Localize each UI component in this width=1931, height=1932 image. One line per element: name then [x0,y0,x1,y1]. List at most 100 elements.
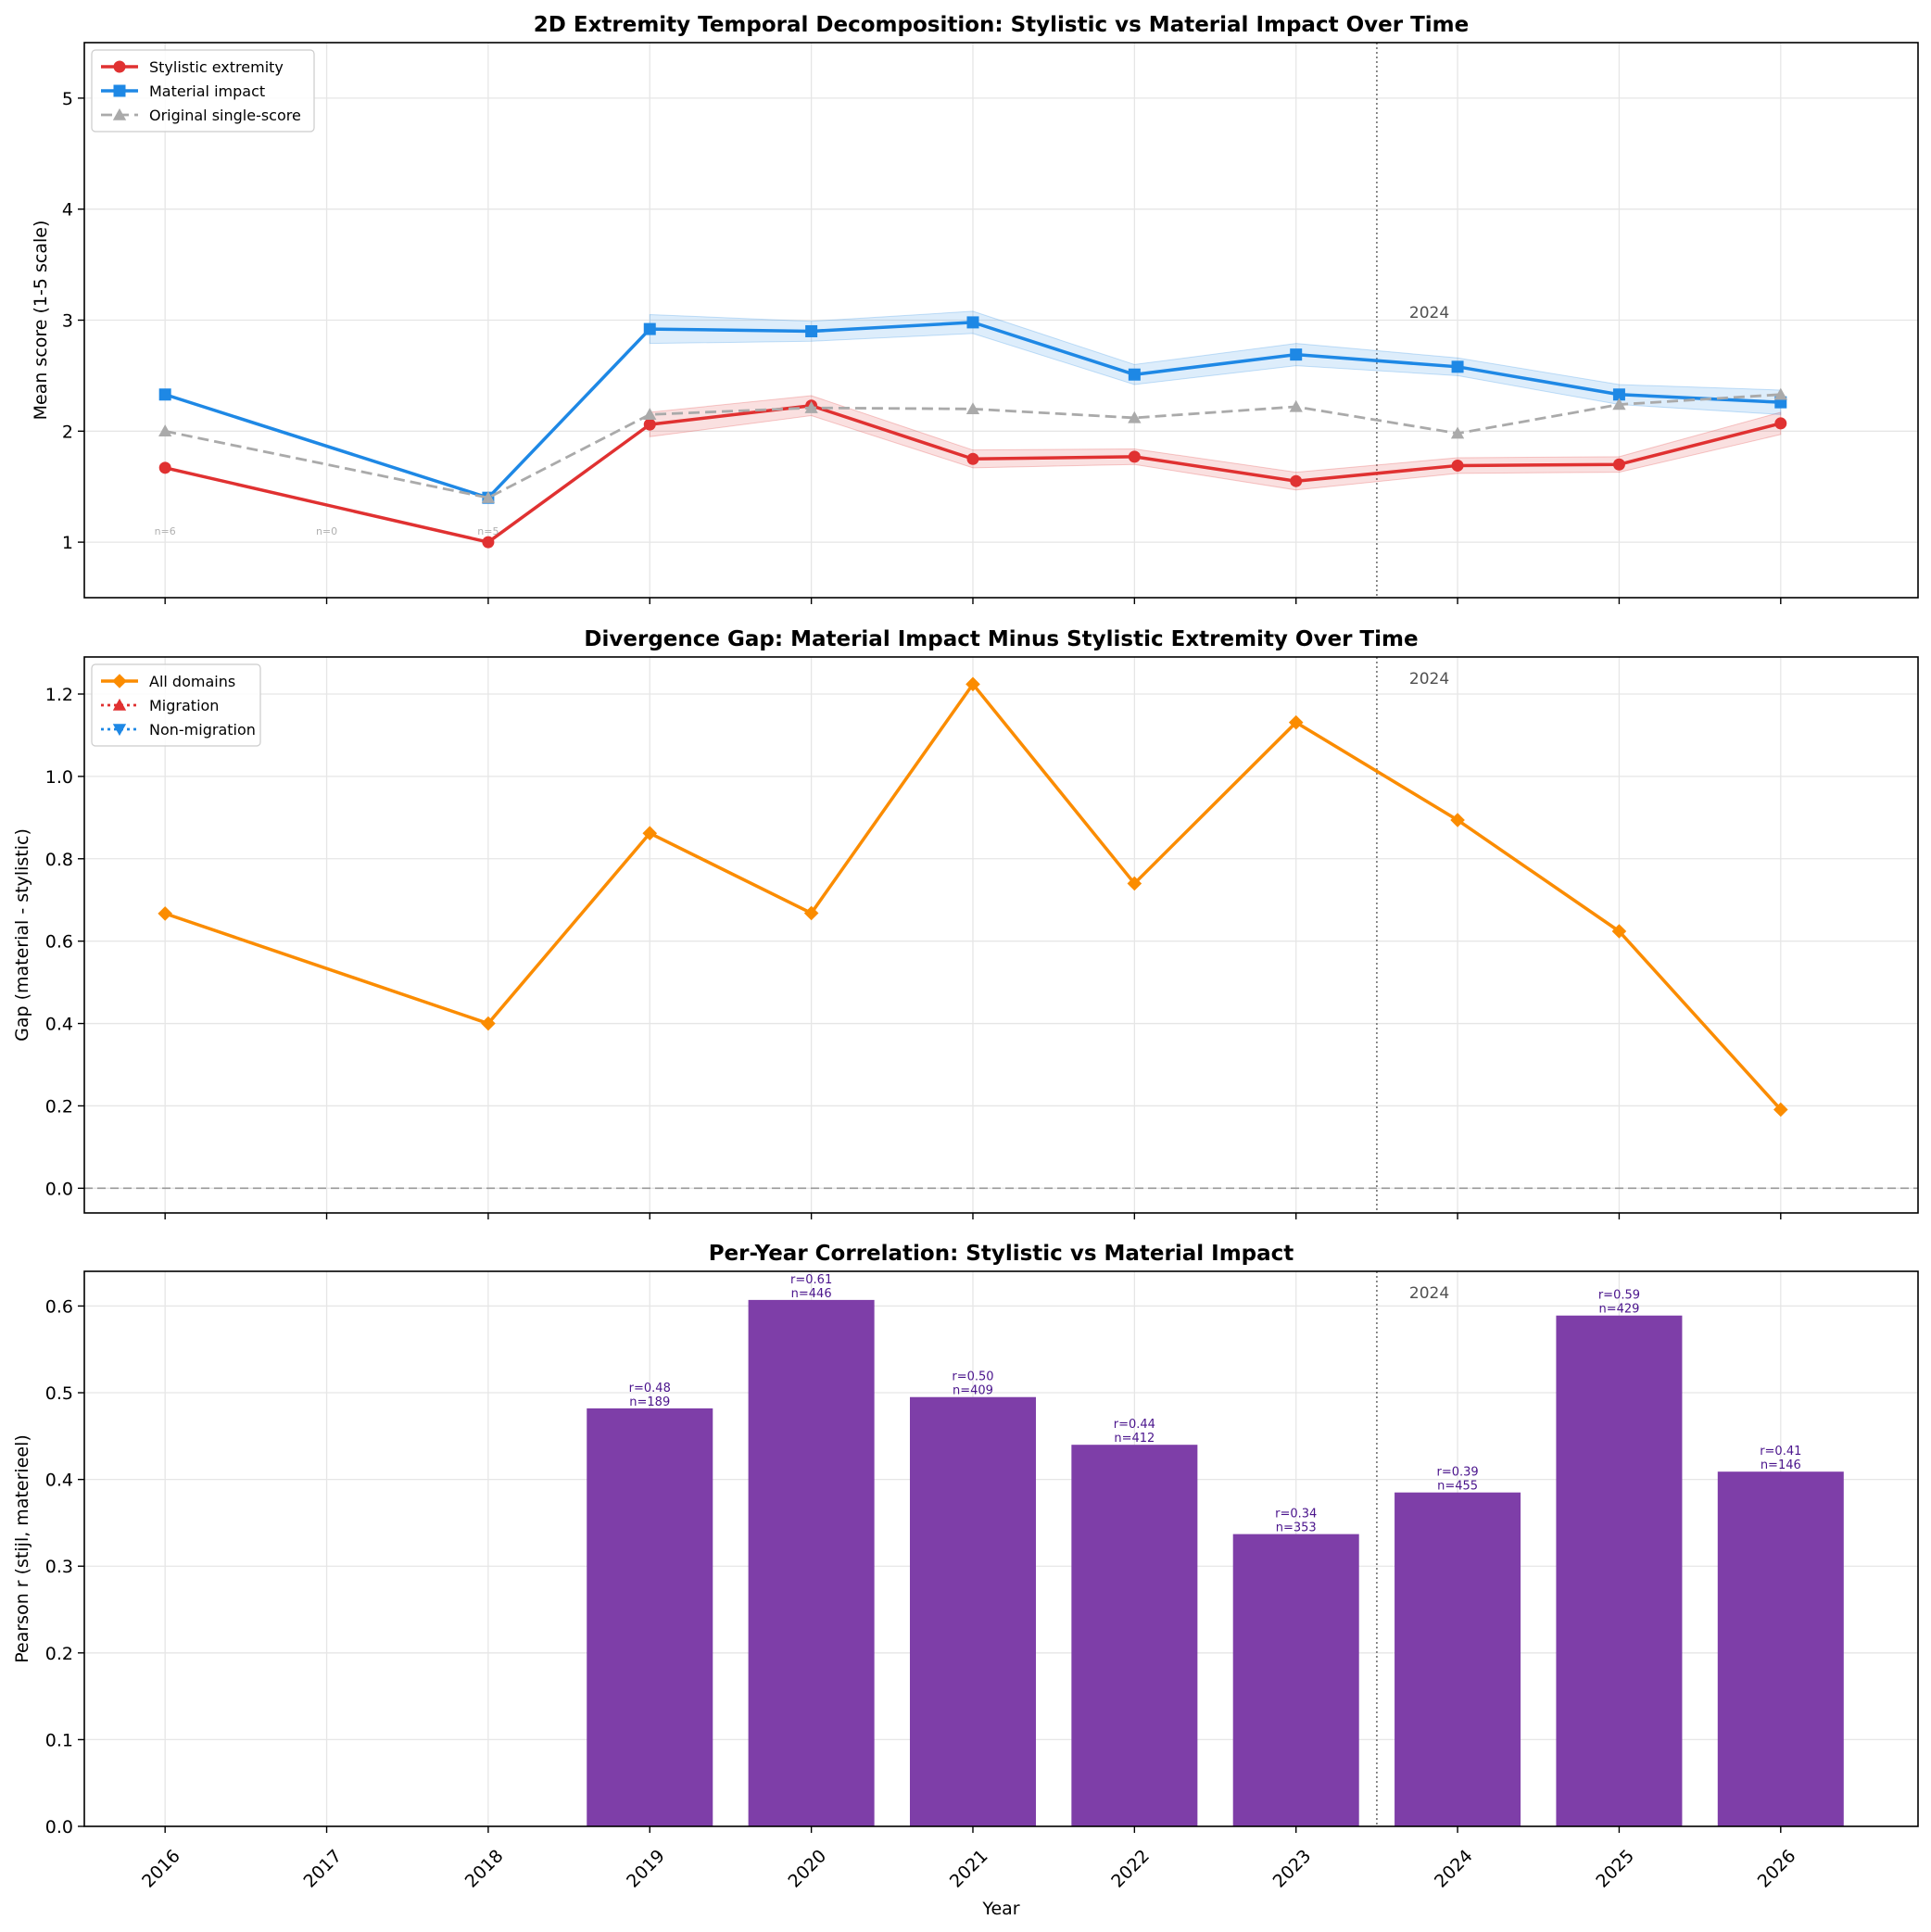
bar-label-r: r=0.44 [1114,1418,1155,1432]
data-point [1290,348,1303,361]
data-point [1451,459,1464,472]
data-point [966,676,980,692]
legend-marker [113,60,126,73]
data-point [643,322,656,335]
legend-marker [112,724,127,737]
legend: All domains Migration Non-migration [91,663,261,747]
bar-label-r: r=0.34 [1275,1508,1317,1522]
data-point [1774,417,1787,430]
grid [84,43,1918,598]
legend-marker [113,84,126,97]
y-axis-label: Gap (material - stylistic) [12,828,32,1042]
y-tick-label: 1.0 [45,767,73,788]
x-tick-label: 2026 [1754,1846,1800,1892]
bar-label-r: r=0.59 [1598,1289,1640,1303]
legend-label: Stylistic extremity [149,58,284,76]
bar-label-r: r=0.50 [952,1370,993,1384]
data-point [805,324,818,337]
bar-2026 [1717,1471,1844,1826]
data-point [158,388,171,401]
x-tick-label: 2022 [1107,1846,1154,1892]
bar-2025 [1556,1315,1683,1826]
bar-label-r: r=0.39 [1436,1466,1478,1480]
bar-label-n: n=455 [1437,1480,1478,1494]
chart-panel-1: 2024 n=6 n=0 n=5 1 2 3 4 5 2D Extremity Temporal … [31,13,1919,604]
bar-2022 [1071,1445,1198,1826]
data-point [158,461,171,474]
bar-label-n: n=446 [791,1287,832,1301]
y-tick-label: 1.2 [45,685,73,705]
series-line [164,682,1783,1111]
data-point [1612,388,1625,401]
data-point [1288,714,1304,730]
data-point [1773,387,1787,400]
legend: Stylistic extremity Material impact Origin… [91,49,315,133]
bar-2021 [909,1396,1036,1826]
chart-title: 2D Extremity Temporal Decomposition: Sty… [534,13,1469,37]
chart-title: Per-Year Correlation: Stylistic vs Mater… [709,1242,1294,1266]
x-tick-label: 2018 [461,1846,508,1892]
data-point [1612,458,1625,471]
data-point [1451,360,1464,373]
legend-marker [112,698,127,711]
sample-size-annotation: n=0 [316,525,337,537]
reference-line-label: 2024 [1409,1284,1449,1303]
bar-label-n: n=353 [1276,1522,1317,1535]
chart-title: Divergence Gap: Material Impact Minus St… [584,627,1418,651]
data-point [804,400,818,413]
bar-label-r: r=0.61 [790,1273,832,1287]
legend-marker [112,674,127,688]
y-tick-label: 0.2 [45,1096,73,1117]
x-tick-label: 2016 [138,1846,184,1892]
y-axis-label: Pearson r (stijl, materieel) [12,1434,32,1663]
y-tick-label: 2 [62,422,73,442]
y-tick-label: 5 [62,89,73,109]
sample-size-annotation: n=5 [477,525,499,537]
data-point [642,826,658,841]
data-point [643,408,657,421]
y-tick-label: 0.0 [45,1179,73,1199]
bar-label-n: n=409 [953,1384,993,1398]
data-point [803,905,819,921]
data-point [482,536,495,549]
bar-label-n: n=189 [629,1395,670,1409]
reference-line-label: 2024 [1409,670,1449,688]
data-point [1450,813,1465,827]
bar-label-r: r=0.48 [629,1382,671,1395]
legend-label: Migration [149,697,219,714]
axes-frame [83,656,1919,1214]
data-point [1290,474,1303,487]
series-line [164,393,1781,499]
x-tick-label: 2017 [299,1846,346,1892]
y-tick-label: 3 [62,311,73,332]
bar-label-n: n=412 [1114,1432,1155,1446]
bar-2023 [1232,1534,1359,1826]
data-point [966,402,980,415]
y-tick-label: 0.5 [45,1383,73,1404]
x-axis-label: Year [981,1899,1019,1919]
series-line [164,403,1782,544]
legend-label: Non-migration [149,721,256,739]
axes-frame [83,1270,1919,1827]
series-line [164,321,1781,499]
data-point [1612,398,1626,410]
y-tick-label: 0.6 [45,932,73,953]
data-point [966,316,979,329]
data-point [1128,410,1142,423]
data-point [1289,399,1303,412]
x-tick-label: 2025 [1592,1846,1638,1892]
data-point [643,418,656,431]
data-point [481,1016,496,1031]
data-point [1128,450,1141,463]
reference-line-label: 2024 [1409,304,1449,322]
y-tick-label: 4 [62,200,73,221]
data-point [1773,1102,1788,1118]
y-tick-label: 0.3 [45,1557,73,1577]
grid [84,657,1918,1213]
bar-label-r: r=0.41 [1760,1445,1801,1458]
bar-2019 [587,1408,713,1826]
chart-panel-3: 2024 r=0.48n=189 r=0.61n=446 r=0.50n=409 r=0… [12,1242,1919,1919]
data-point [1127,876,1142,891]
